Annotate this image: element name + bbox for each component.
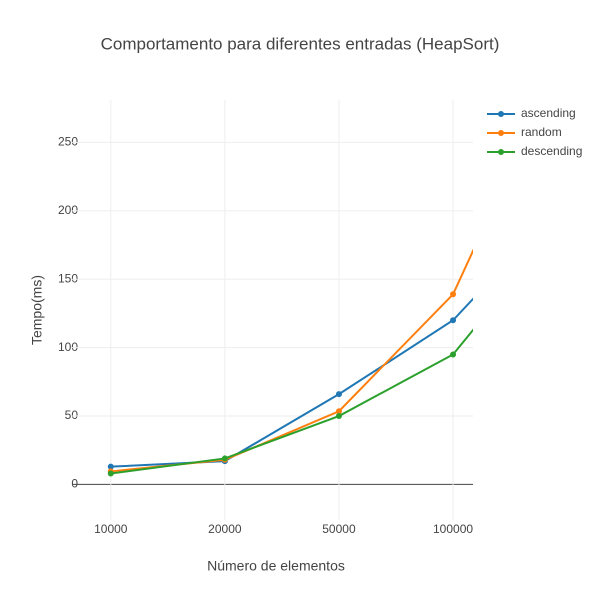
- x-tick-label: 20000: [208, 522, 242, 536]
- y-tick-label: 0: [71, 477, 78, 491]
- y-tick-label: 200: [58, 203, 78, 217]
- marker: [564, 212, 570, 218]
- legend-marker: [498, 149, 504, 155]
- legend-label[interactable]: descending: [521, 144, 582, 158]
- y-tick-label: 100: [58, 340, 78, 354]
- chart-title: Comportamento para diferentes entradas (…: [101, 34, 500, 53]
- marker: [450, 351, 457, 358]
- marker: [107, 463, 114, 470]
- legend-marker: [498, 130, 504, 136]
- plot-area: [107, 44, 570, 477]
- marker: [221, 455, 228, 462]
- marker: [335, 413, 342, 420]
- legend-label[interactable]: ascending: [521, 106, 576, 120]
- marker: [564, 196, 570, 202]
- marker: [335, 408, 342, 415]
- x-tick-label: 100000: [433, 522, 473, 536]
- x-tick-label: 10000: [94, 522, 128, 536]
- marker: [564, 44, 570, 50]
- marker: [450, 317, 457, 324]
- y-tick-label: 150: [58, 271, 78, 285]
- y-axis-label: Tempo(ms): [29, 275, 45, 345]
- legend-marker: [498, 111, 504, 117]
- marker: [107, 470, 114, 477]
- legend-label[interactable]: random: [521, 125, 562, 139]
- y-tick-label: 250: [58, 135, 78, 149]
- x-axis-label: Número de elementos: [207, 558, 345, 574]
- x-tick-label: 50000: [322, 522, 356, 536]
- marker: [335, 391, 342, 398]
- y-tick-label: 50: [65, 408, 79, 422]
- marker: [450, 291, 457, 298]
